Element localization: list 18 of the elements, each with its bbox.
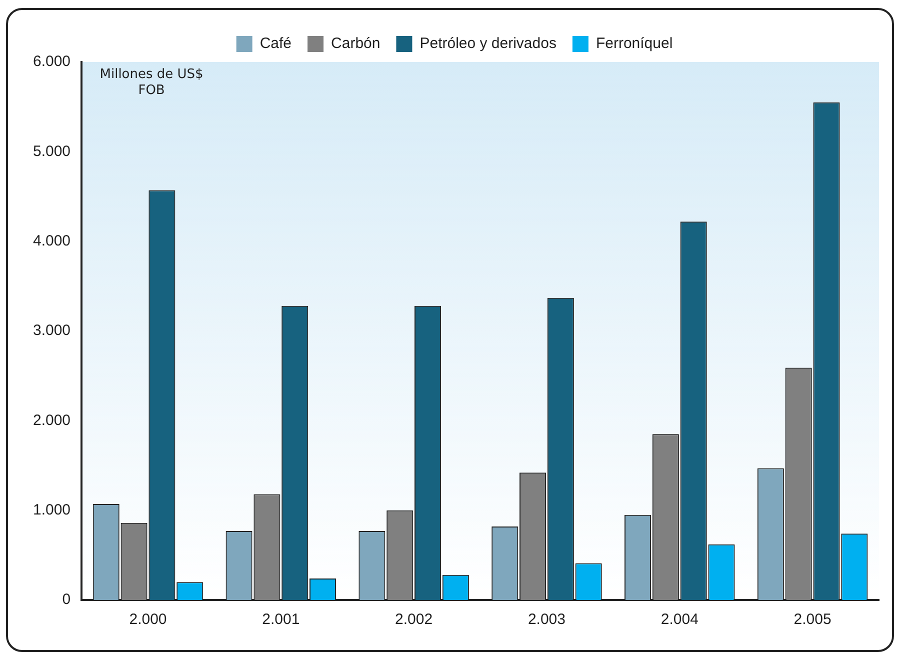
y-tick-label: 6.000 (32, 53, 71, 70)
y-tick-label: 5.000 (32, 142, 71, 160)
x-tick-label: 2.002 (395, 611, 433, 628)
legend-label: Petróleo y derivados (420, 35, 556, 52)
x-tick-label: 2.003 (528, 611, 566, 628)
legend-label: Ferroníquel (596, 35, 673, 52)
y-axis-title: Millones de US$ FOB (100, 66, 204, 98)
legend-label: Carbón (331, 35, 380, 52)
x-tick-label: 2.000 (129, 611, 167, 628)
y-tick-label: 3.000 (32, 322, 71, 340)
x-tick-label: 2.005 (794, 611, 832, 628)
x-tick-label: 2.004 (660, 611, 698, 628)
legend-label: Café (260, 35, 292, 52)
x-tick-label: 2.001 (262, 611, 300, 628)
y-tick-label: 0 (62, 591, 71, 608)
y-tick-label: 4.000 (32, 232, 71, 250)
y-tick-label: 1.000 (32, 501, 71, 518)
y-tick-label: 2.000 (32, 412, 71, 429)
